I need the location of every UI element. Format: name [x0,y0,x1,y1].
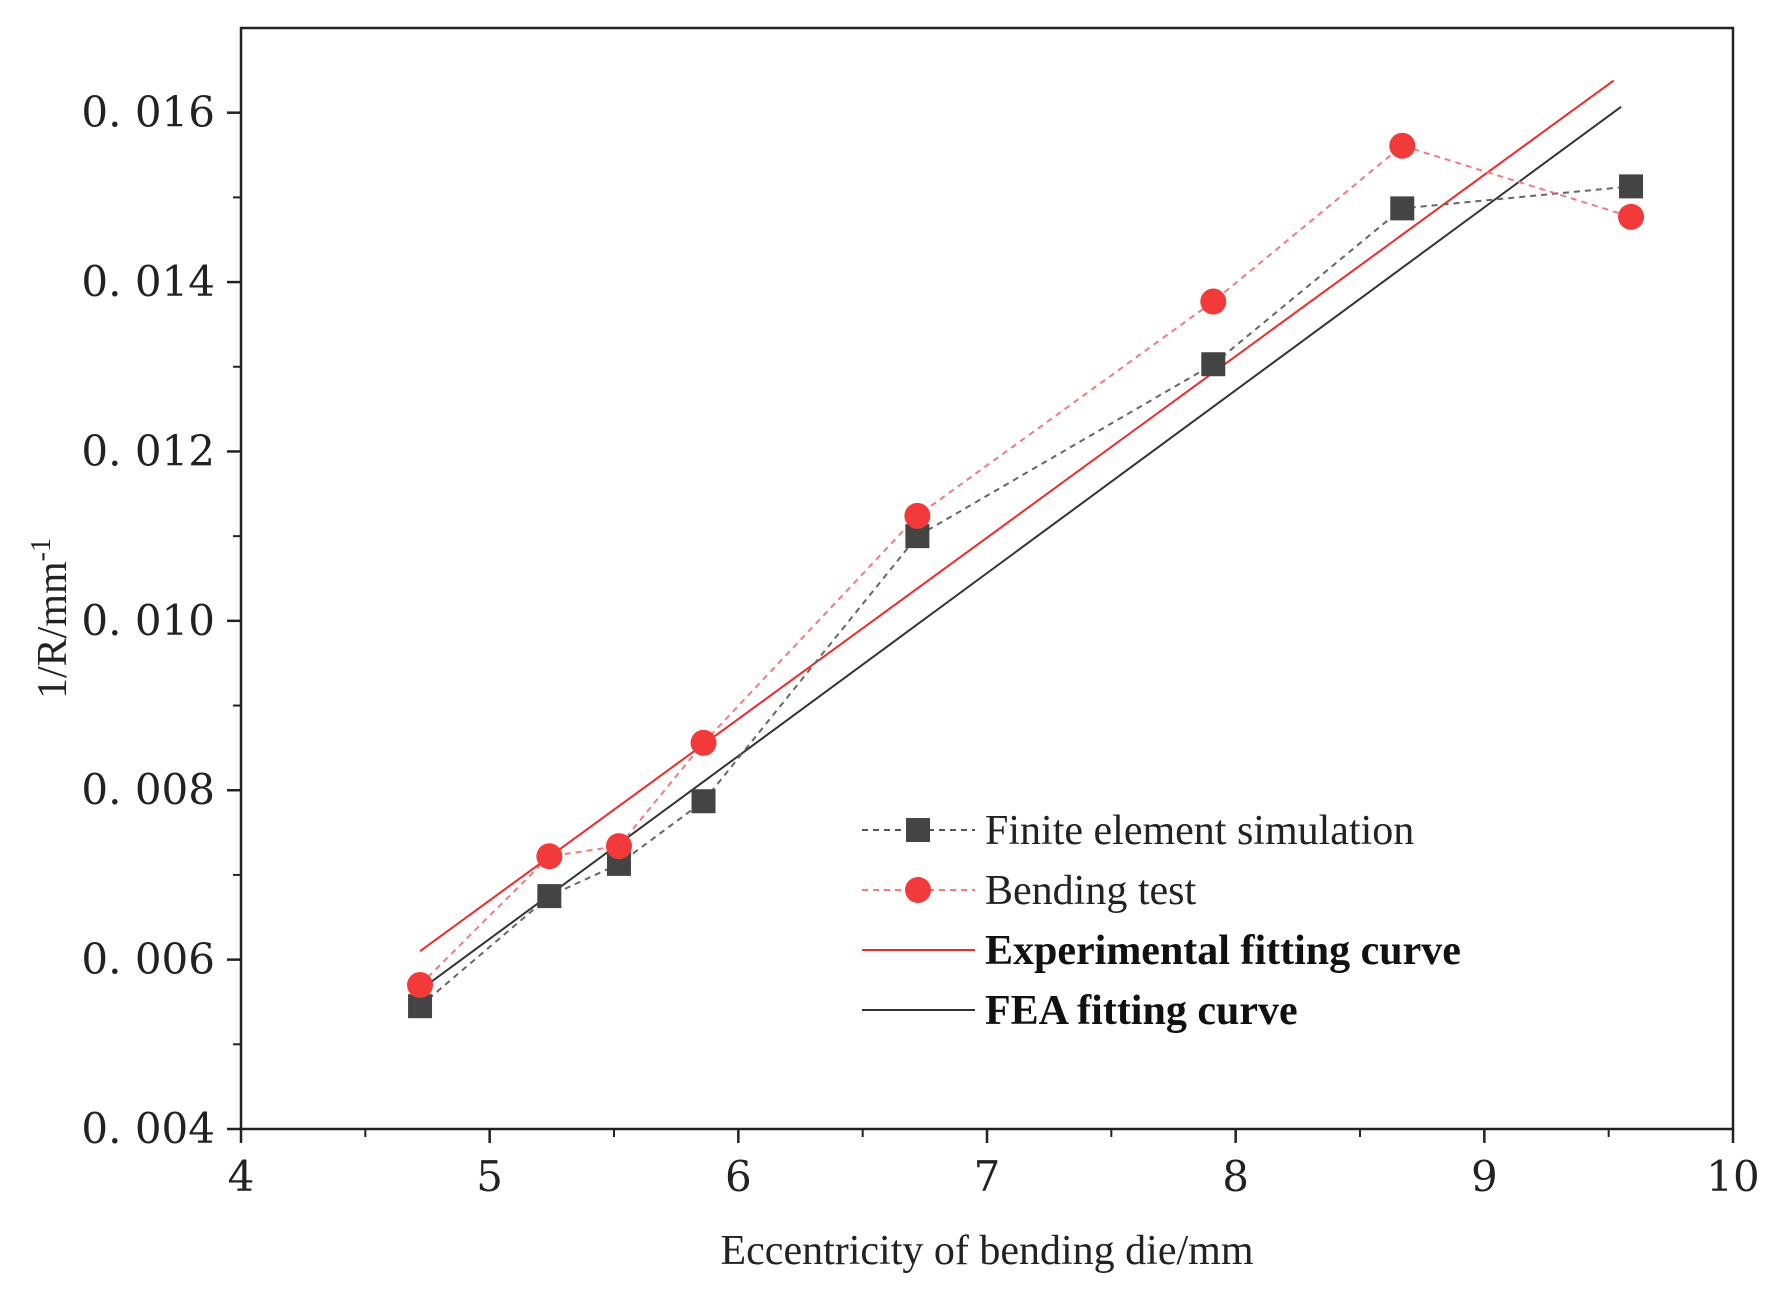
x-tick-label: 8 [1222,1152,1249,1201]
legend-exp-fit-label: Experimental fitting curve [985,928,1461,974]
bending-test-line [419,144,1632,986]
x-tick-label: 5 [476,1152,503,1201]
plot-frame [239,26,1735,1131]
x-tick-label: 4 [228,1152,255,1201]
bending-test-point [1389,132,1416,159]
x-tick-label: 6 [725,1152,752,1201]
x-tick-label: 10 [1706,1152,1759,1201]
y-axis-title-exponent: -1 [26,538,57,561]
y-axis-title-main: 1/R/mm [30,561,76,699]
tick-labels: 4 5 6 7 8 9 10 0. 004 0. 006 0. 008 0. 010 0. 012 0.… [81,88,1759,1201]
series-markers [407,132,1645,1019]
fe-simulation-point [537,884,562,909]
bending-test-point [1200,288,1227,315]
y-tick-label: 0. 004 [81,1104,215,1153]
fe-simulation-point [1619,174,1644,199]
legend-bt-marker [905,877,931,903]
y-tick-label: 0. 008 [81,765,215,814]
fe-simulation-point [691,789,716,814]
x-tick-label: 9 [1471,1152,1498,1201]
legend-fe-marker [906,818,930,842]
legend: Finite element simulation Bending test E… [862,808,1461,1034]
y-tick-label: 0. 010 [81,596,215,645]
series-lines [419,144,1632,1007]
fe-simulation-point [1201,352,1226,377]
bending-test-point [605,833,632,860]
x-axis-title: Eccentricity of bending die/mm [721,1228,1254,1274]
y-axis-title: 1/R/mm-1 [26,538,76,699]
fe-simulation-line [419,185,1632,1007]
experimental-fit-line [419,79,1615,952]
y-tick-label: 0. 012 [81,426,215,475]
bending-test-point [904,502,931,529]
bending-test-point [1618,203,1645,230]
fe-simulation-point [1390,196,1415,221]
x-tick-label: 7 [974,1152,1001,1201]
bending-test-point [407,972,434,999]
bending-test-point [536,843,563,870]
bending-test-point [690,729,717,756]
legend-fea-fit-label: FEA fitting curve [985,988,1298,1034]
fe-simulation-point [408,994,433,1019]
axis-ticks [227,111,1735,1143]
y-tick-label: 0. 014 [81,257,215,306]
y-tick-label: 0. 006 [81,935,215,984]
legend-bt-label: Bending test [985,868,1196,914]
y-tick-label: 0. 016 [81,88,215,137]
legend-fe-label: Finite element simulation [985,808,1414,854]
